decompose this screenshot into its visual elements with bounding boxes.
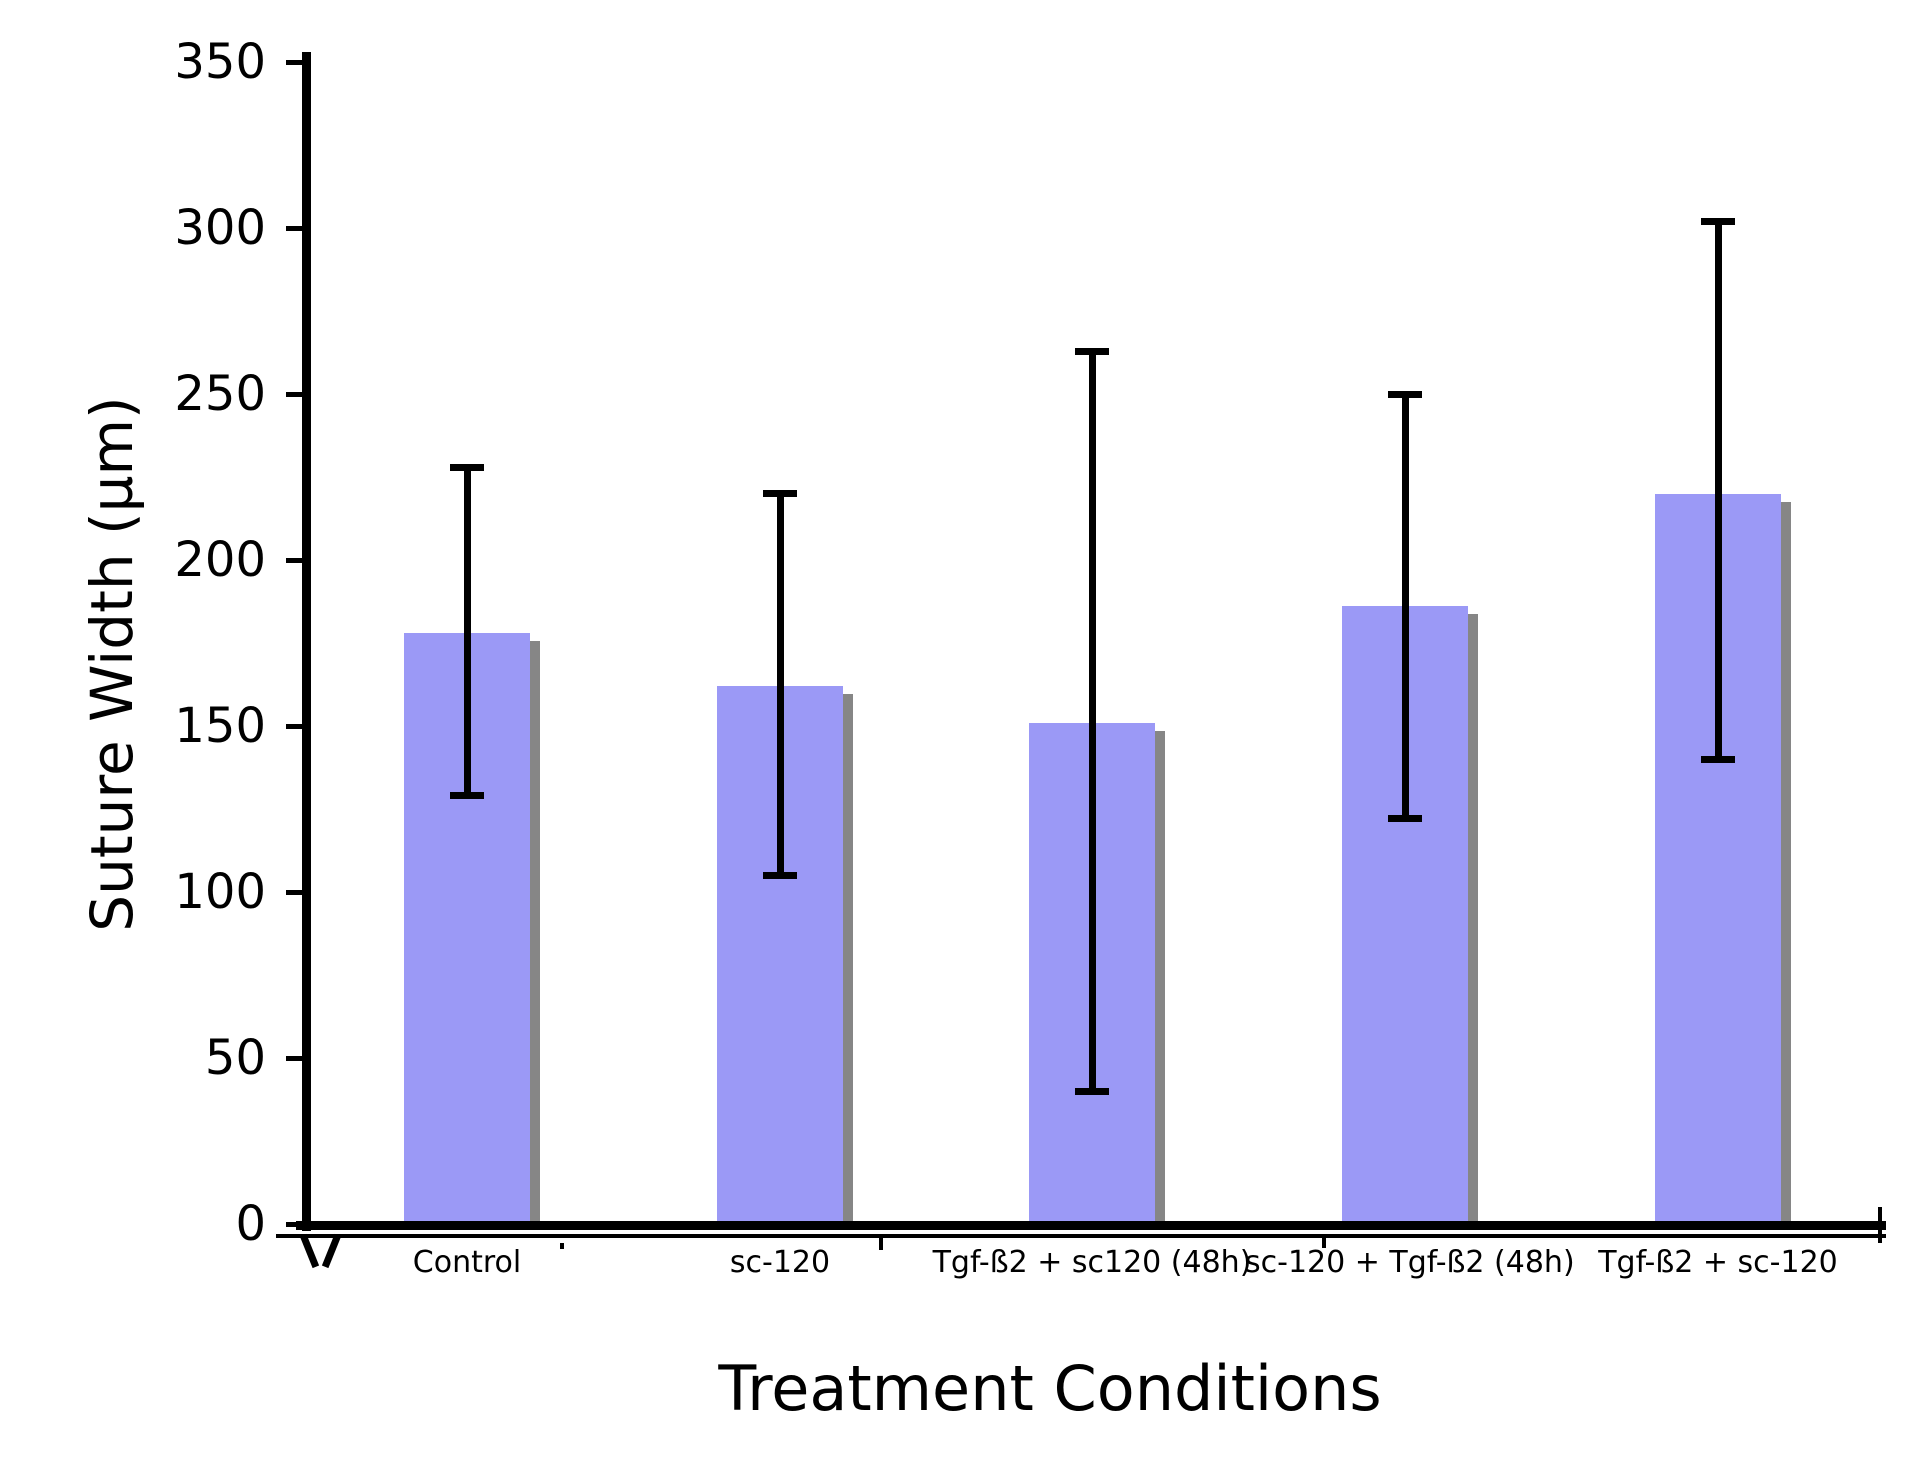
error-bar-line bbox=[1715, 218, 1722, 763]
category-label: Control bbox=[412, 1245, 522, 1280]
x-axis-end-tick bbox=[1878, 1207, 1882, 1243]
y-axis-tick bbox=[286, 724, 306, 729]
y-axis-tick bbox=[286, 226, 306, 231]
category-label: Tgf-ß2 + sc-120 bbox=[1598, 1245, 1838, 1280]
bar-shadow bbox=[843, 694, 853, 1224]
bar-shadow bbox=[1155, 730, 1165, 1224]
error-bar-line bbox=[777, 490, 784, 879]
category-label: sc-120 + Tgf-ß2 (48h) bbox=[1245, 1245, 1575, 1280]
x-axis-line bbox=[296, 1221, 1886, 1230]
y-tick-label: 250 bbox=[174, 366, 266, 422]
error-bar-cap-top bbox=[1701, 218, 1735, 226]
x-axis-tick bbox=[1322, 1234, 1326, 1248]
error-bar-cap-bottom bbox=[763, 871, 797, 879]
y-axis-tick bbox=[286, 558, 306, 563]
category-label: Tgf-ß2 + sc120 (48h) bbox=[932, 1245, 1252, 1280]
error-bar-cap-bottom bbox=[1701, 755, 1735, 763]
category-label: sc-120 bbox=[729, 1245, 831, 1280]
y-tick-label: 0 bbox=[235, 1196, 266, 1252]
error-bar-cap-top bbox=[1075, 347, 1109, 355]
error-bar-line bbox=[464, 463, 471, 800]
x-axis-dot bbox=[560, 1243, 564, 1249]
error-bar-cap-bottom bbox=[450, 792, 484, 800]
x-axis-underline bbox=[276, 1234, 1886, 1238]
error-bar-line bbox=[1402, 390, 1409, 823]
y-axis-tick bbox=[286, 60, 306, 65]
bar-shadow bbox=[1468, 614, 1478, 1224]
y-axis-tick bbox=[286, 392, 306, 397]
y-axis-tick bbox=[286, 890, 306, 895]
y-axis-line bbox=[302, 52, 311, 1231]
bar-shadow bbox=[530, 641, 540, 1224]
error-bar-cap-bottom bbox=[1388, 815, 1422, 823]
y-tick-label: 50 bbox=[204, 1030, 266, 1086]
x-axis-title: Treatment Conditions bbox=[718, 1352, 1382, 1425]
error-bar-line bbox=[1089, 347, 1096, 1095]
y-tick-label: 350 bbox=[174, 34, 266, 90]
y-tick-label: 200 bbox=[174, 532, 266, 588]
error-bar-cap-top bbox=[763, 490, 797, 498]
y-tick-label: 100 bbox=[174, 864, 266, 920]
error-bar-cap-top bbox=[1388, 390, 1422, 398]
error-bar-cap-top bbox=[450, 463, 484, 471]
y-axis-tick bbox=[286, 1056, 306, 1061]
y-tick-label: 300 bbox=[174, 200, 266, 256]
x-axis-tick bbox=[879, 1236, 883, 1250]
error-bar-cap-bottom bbox=[1075, 1087, 1109, 1095]
y-tick-label: 150 bbox=[174, 698, 266, 754]
bar-shadow bbox=[1781, 501, 1791, 1224]
